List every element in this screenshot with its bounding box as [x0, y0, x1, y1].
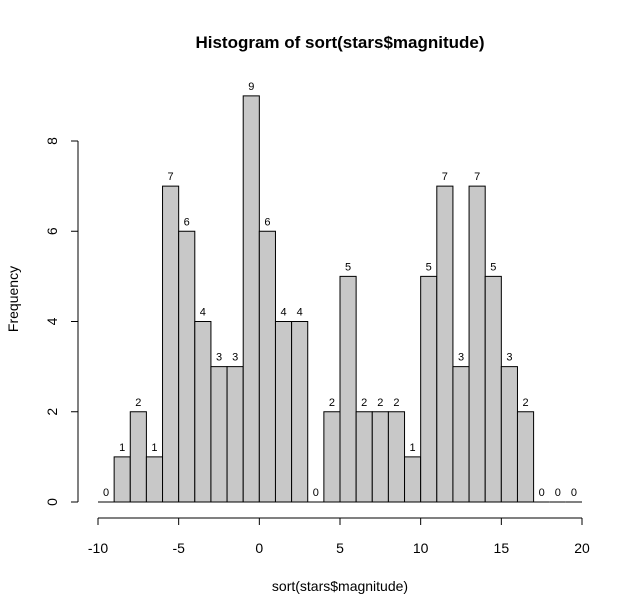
bar-count-label: 7: [168, 171, 174, 183]
bar-count-label: 2: [135, 397, 141, 409]
histogram-bar: [468, 185, 486, 503]
bar-count-label: 3: [216, 352, 222, 364]
y-tick-label: 4: [44, 317, 60, 325]
x-axis: -10 -5 0 5 10 15 20: [88, 517, 590, 556]
bar-count-label: 7: [442, 171, 448, 183]
histogram-bar: [323, 411, 341, 503]
bar-count-label: 2: [522, 397, 528, 409]
bar-count-label: 7: [474, 171, 480, 183]
histogram-bar: [484, 275, 502, 503]
histogram-bar: [178, 230, 196, 503]
x-tick-label: -5: [172, 540, 185, 556]
bar-count-label: 3: [506, 352, 512, 364]
bar-count-label: 5: [345, 261, 351, 273]
histogram-bar: [355, 411, 373, 503]
bar-count-label: 0: [571, 487, 577, 499]
bar-count-label: 3: [458, 352, 464, 364]
bar-count-label: 5: [490, 261, 496, 273]
x-tick-label: 0: [255, 540, 263, 556]
histogram-bar: [339, 275, 357, 503]
x-tick-label: 20: [574, 540, 590, 556]
y-tick-label: 0: [44, 498, 60, 506]
bar-count-label: 0: [103, 487, 109, 499]
histogram-bar: [145, 456, 164, 503]
x-tick-label: 10: [413, 540, 429, 556]
bar-count-label: 0: [539, 487, 545, 499]
bar-count-label: 5: [426, 261, 432, 273]
y-tick-label: 8: [44, 137, 60, 145]
bar-count-label: 2: [361, 397, 367, 409]
bar-count-label: 3: [232, 352, 238, 364]
bar-count-label: 1: [410, 442, 416, 454]
histogram-bar: [194, 321, 212, 503]
histogram-bar: [371, 411, 389, 503]
histogram-bar: [258, 230, 276, 503]
histogram-bar: [500, 366, 518, 503]
histogram-bar: [387, 411, 406, 503]
bar-count-label: 1: [151, 442, 157, 454]
y-tick-label: 2: [44, 408, 60, 416]
histogram-bar: [129, 411, 147, 503]
histogram-bar: [516, 411, 535, 503]
bar-count-label: 2: [377, 397, 383, 409]
histogram-bar: [162, 185, 180, 503]
bar-count-label: 2: [393, 397, 399, 409]
bar-count-label: 4: [200, 307, 206, 319]
bar-count-label: 1: [119, 442, 125, 454]
y-axis: 0 2 4 6 8: [44, 137, 79, 506]
bar-count-label: 0: [555, 487, 561, 499]
x-tick-label: 5: [336, 540, 344, 556]
bar-count-label: 4: [280, 307, 286, 319]
histogram-bar: [291, 321, 309, 503]
bar-count-label: 0: [313, 487, 319, 499]
y-tick-label: 6: [44, 227, 60, 235]
x-tick-label: -10: [88, 540, 108, 556]
bar-count-label: 2: [329, 397, 335, 409]
bar-count-label: 6: [184, 216, 190, 228]
histogram-bar: [226, 366, 244, 503]
chart-title: Histogram of sort(stars$magnitude): [195, 33, 484, 52]
bar-count-label: 6: [264, 216, 270, 228]
histogram-bar: [274, 321, 293, 503]
x-axis-label: sort(stars$magnitude): [272, 578, 408, 594]
histogram-bar: [242, 95, 260, 503]
histogram-bar: [436, 185, 454, 503]
bar-count-label: 9: [248, 81, 254, 93]
y-axis-label: Frequency: [5, 266, 21, 332]
bars-group: [98, 95, 582, 503]
bar-count-label: 4: [297, 307, 303, 319]
histogram-bar: [404, 456, 422, 503]
histogram-bar: [452, 366, 470, 503]
histogram-bar: [113, 456, 131, 503]
x-tick-label: 15: [494, 540, 510, 556]
histogram-bar: [210, 366, 228, 503]
histogram-bar: [420, 275, 438, 503]
